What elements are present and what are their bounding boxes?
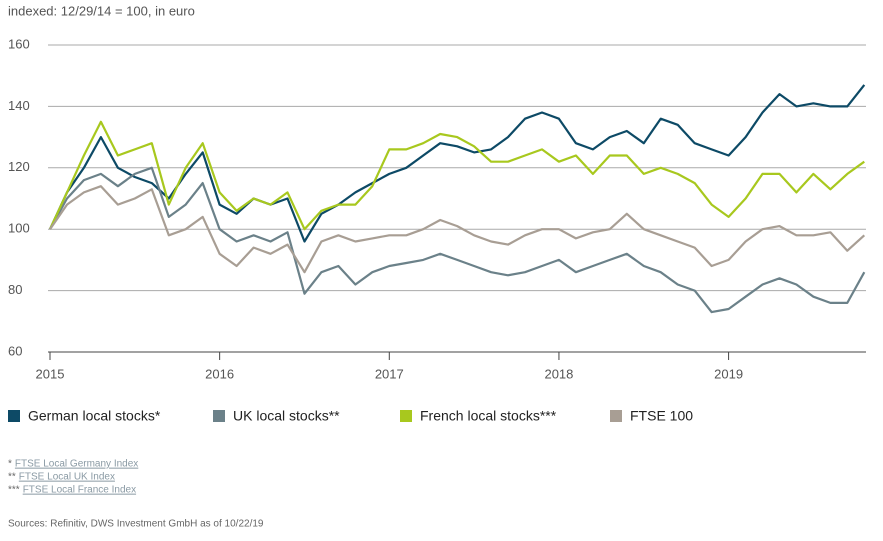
legend-swatch	[610, 410, 622, 422]
series-line	[49, 185, 866, 274]
y-tick-label: 60	[8, 343, 22, 358]
legend-swatch	[213, 410, 225, 422]
y-tick-label: 80	[8, 282, 22, 297]
y-tick-label: 100	[8, 221, 30, 236]
footnote-link[interactable]: FTSE Local Germany Index	[15, 459, 138, 470]
series-line	[49, 166, 866, 314]
series-line	[49, 120, 865, 231]
x-tick-label: 2015	[36, 366, 65, 381]
footnote-link[interactable]: FTSE Local France Index	[23, 485, 136, 496]
legend-swatch	[8, 410, 20, 422]
footnote-marker: *	[8, 459, 12, 470]
legend-label: FTSE 100	[630, 408, 693, 424]
x-tick-label: 2017	[375, 366, 404, 381]
legend-label: German local stocks*	[28, 408, 161, 424]
series-line	[49, 84, 866, 243]
y-tick-label: 160	[8, 36, 30, 51]
legend-label: UK local stocks**	[233, 408, 340, 424]
x-tick-label: 2018	[544, 366, 573, 381]
source: Sources: Refinitiv, DWS Investment GmbH …	[8, 519, 264, 530]
y-tick-label: 120	[8, 159, 30, 174]
footnote-marker: ***	[8, 485, 20, 496]
x-tick-label: 2016	[205, 366, 234, 381]
legend-label: French local stocks***	[420, 408, 557, 424]
footnote-link[interactable]: FTSE Local UK Index	[19, 472, 115, 483]
axis-label: indexed: 12/29/14 = 100, in euro	[8, 3, 195, 18]
y-tick-label: 140	[8, 98, 30, 113]
x-tick-label: 2019	[714, 366, 743, 381]
footnote-marker: **	[8, 472, 16, 483]
legend-swatch	[400, 410, 412, 422]
